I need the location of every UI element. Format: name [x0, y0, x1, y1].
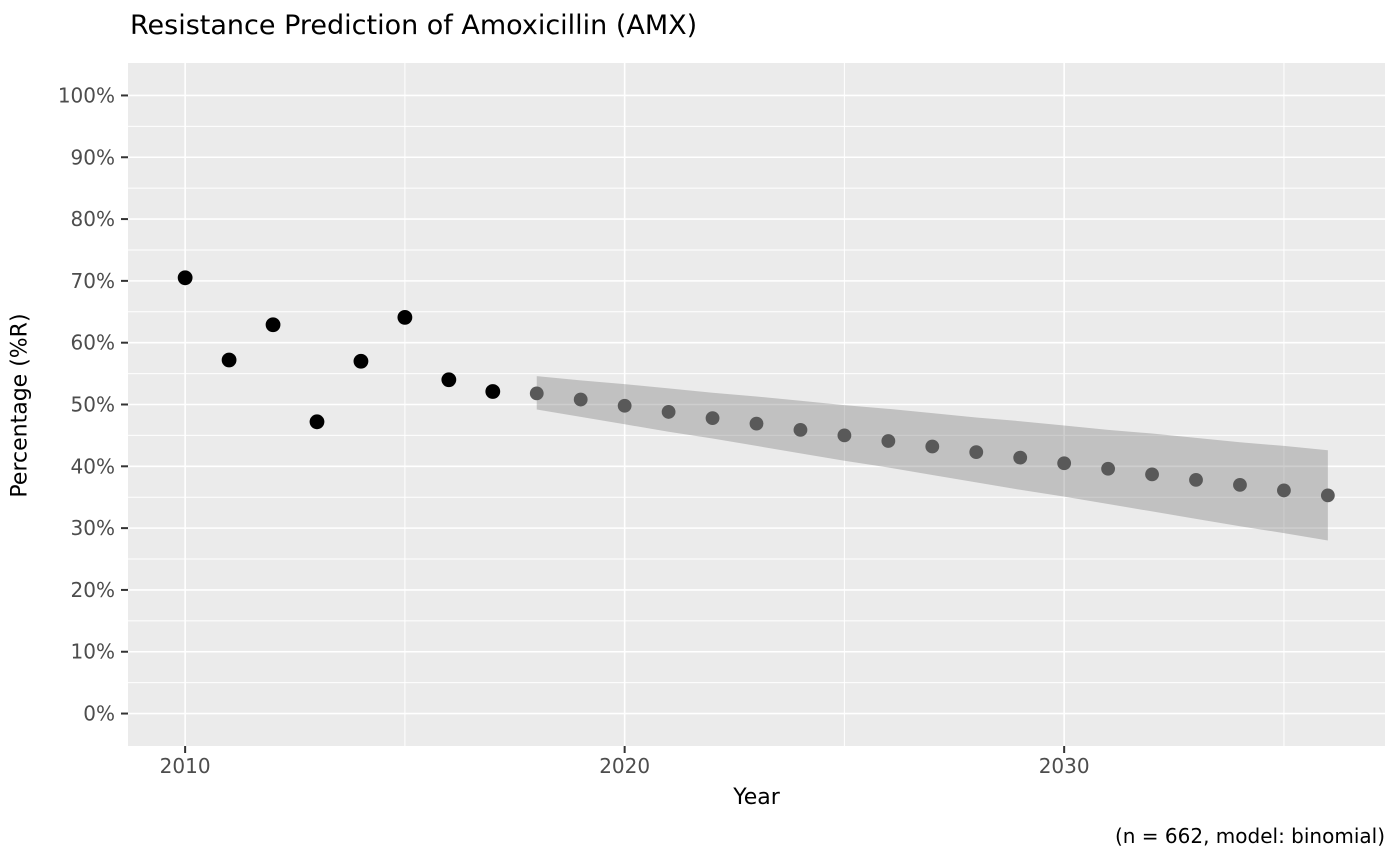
y-axis-tick-label: 40% — [71, 454, 115, 478]
y-axis-tick-label: 10% — [71, 640, 115, 664]
y-axis-tick-label: 20% — [71, 578, 115, 602]
x-axis-tick-label: 2030 — [1039, 754, 1090, 778]
data-point-observed — [397, 309, 413, 325]
confidence-ribbon — [536, 376, 1328, 541]
data-point-observed — [485, 384, 501, 399]
data-point-observed — [309, 414, 325, 430]
data-point-predicted — [1277, 483, 1291, 498]
data-point-observed — [221, 352, 237, 368]
data-point-observed — [265, 317, 281, 333]
data-point-predicted — [969, 445, 984, 459]
data-point-predicted — [529, 386, 544, 401]
data-point-predicted — [573, 392, 588, 407]
data-point-predicted — [617, 398, 632, 413]
y-axis-tick-label: 60% — [71, 331, 115, 355]
y-axis-tick-label: 0% — [83, 702, 115, 726]
y-axis-title: Percentage (%R) — [7, 313, 33, 498]
y-axis-tick-label: 80% — [71, 207, 115, 231]
x-axis-tick-label: 2010 — [160, 754, 211, 778]
data-point-predicted — [793, 422, 808, 437]
data-point-observed — [177, 270, 193, 286]
data-point-predicted — [1320, 488, 1335, 503]
data-point-predicted — [881, 434, 896, 448]
data-point-observed — [441, 372, 457, 388]
chart-caption: (n = 662, model: binomial) — [1114, 824, 1385, 848]
y-axis-tick-label: 70% — [71, 269, 115, 293]
chart-title: Resistance Prediction of Amoxicillin (AM… — [130, 10, 698, 41]
data-point-predicted — [1233, 477, 1247, 492]
data-point-predicted — [705, 411, 720, 425]
data-point-predicted — [749, 416, 764, 431]
data-point-predicted — [1189, 473, 1203, 487]
data-point-predicted — [661, 405, 676, 419]
y-axis-tick-label: 50% — [71, 393, 115, 417]
data-point-predicted — [1145, 467, 1159, 482]
data-point-predicted — [1057, 456, 1072, 471]
y-axis-tick-label: 30% — [71, 516, 115, 540]
y-axis-tick-label: 90% — [71, 145, 115, 169]
y-axis-tick-label: 100% — [58, 83, 115, 107]
data-point-predicted — [1013, 450, 1028, 465]
x-axis-tick-label: 2020 — [599, 754, 650, 778]
data-point-observed — [353, 353, 369, 369]
data-point-predicted — [925, 439, 940, 454]
data-point-predicted — [837, 428, 852, 443]
x-axis-title: Year — [733, 785, 780, 810]
data-point-predicted — [1101, 461, 1116, 476]
